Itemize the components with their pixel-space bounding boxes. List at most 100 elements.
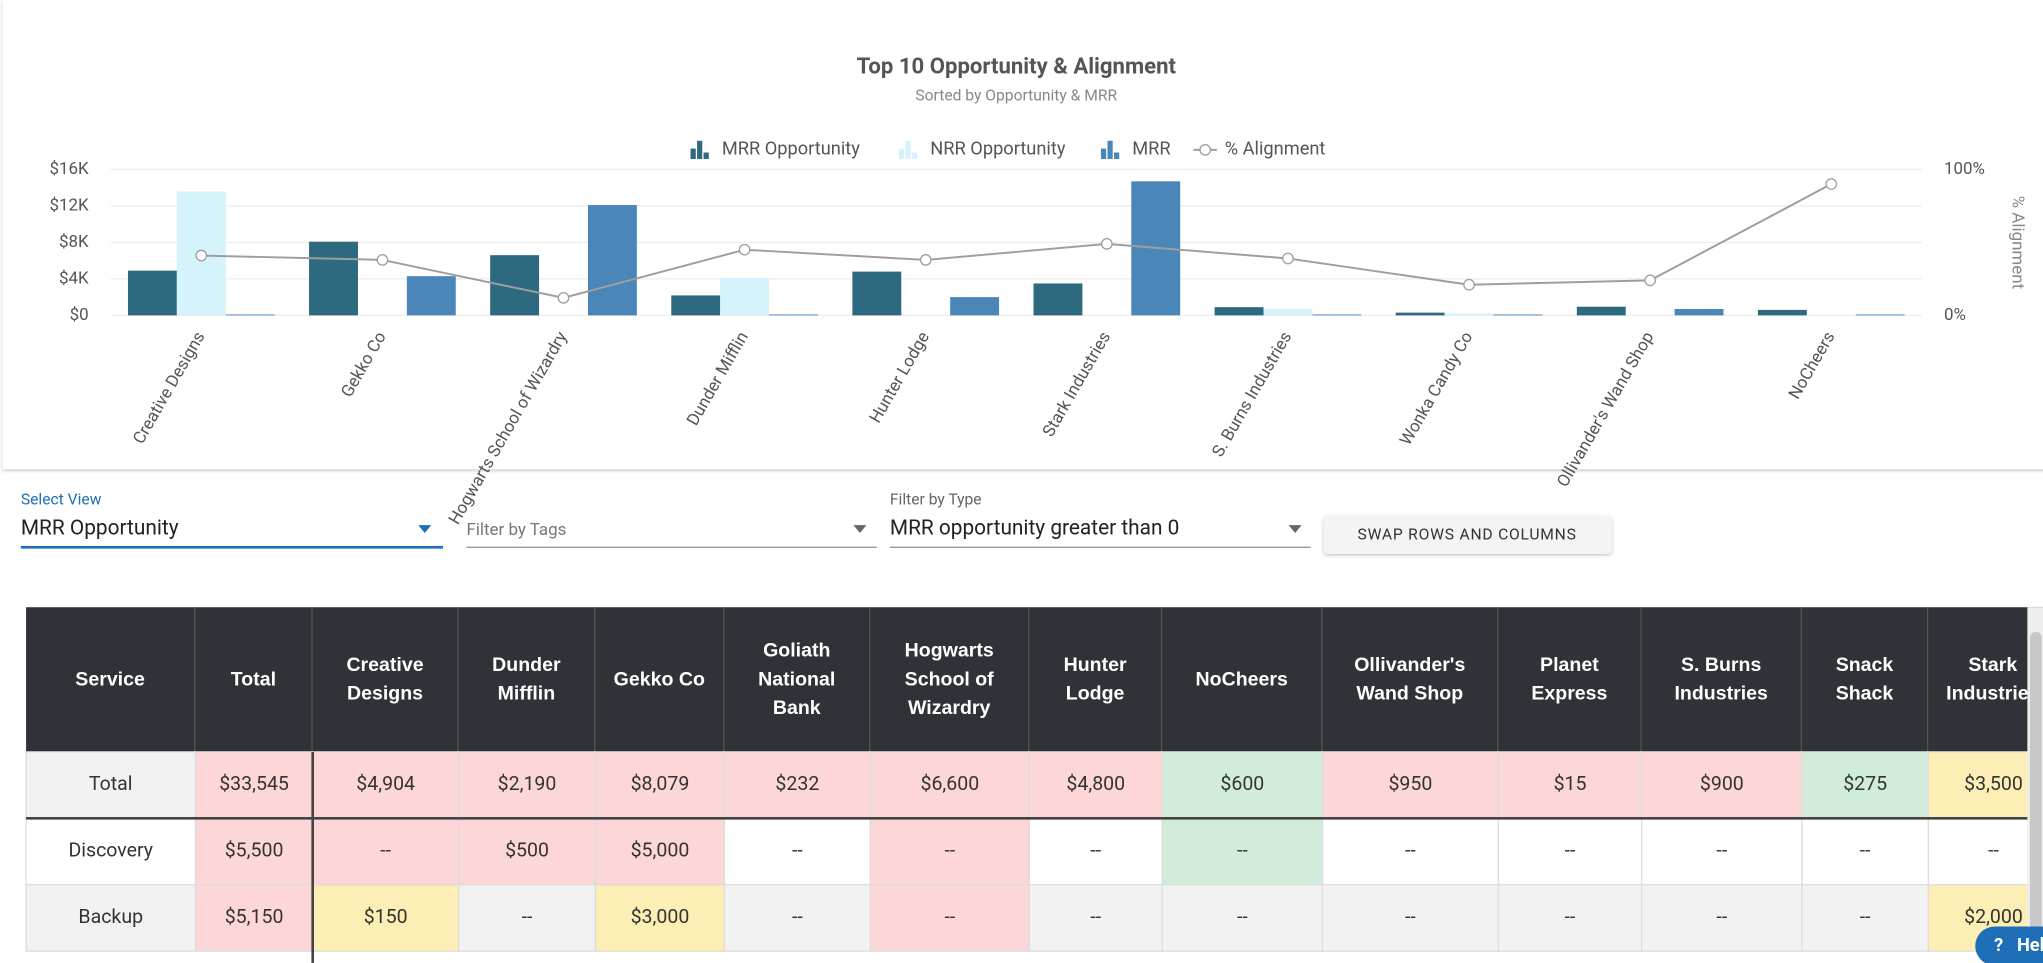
legend-marker xyxy=(1199,144,1212,156)
table-cell xyxy=(312,817,460,886)
header-cell[interactable]: Creative Designs xyxy=(313,607,459,752)
table-cell xyxy=(1641,817,1803,886)
table-cell xyxy=(594,817,726,886)
header-cell[interactable]: Dunder Mifflin xyxy=(459,607,596,752)
cell-text: -- xyxy=(1405,839,1416,862)
table-cell xyxy=(194,817,314,886)
legend-swatch xyxy=(1114,152,1120,160)
y-tick-label: $4K xyxy=(59,268,89,288)
scrollbar-thumb[interactable] xyxy=(2029,631,2042,932)
cell-text: $8,079 xyxy=(631,772,690,795)
chart-subtitle: Sorted by Opportunity & MRR xyxy=(915,86,1117,105)
bar xyxy=(671,295,721,316)
table-cell xyxy=(25,884,197,952)
chart-title: Top 10 Opportunity & Alignment xyxy=(857,54,1177,80)
dropdown-arrow[interactable] xyxy=(853,525,867,533)
header-cell-box: Total xyxy=(195,607,313,752)
chart-card xyxy=(2,0,2043,470)
type-filter-value[interactable]: MRR opportunity greater than 0 xyxy=(890,517,1179,541)
cell-text: -- xyxy=(792,839,803,862)
line-marker xyxy=(1644,274,1657,287)
bar xyxy=(1493,314,1543,316)
header-cell[interactable]: Hunter Lodge xyxy=(1029,607,1163,752)
line-marker xyxy=(1282,252,1294,265)
table-cell xyxy=(1028,884,1163,952)
bar xyxy=(720,277,770,316)
header-cell[interactable]: Hogwarts School of Wizardry xyxy=(870,607,1030,752)
swap-button[interactable] xyxy=(1323,516,1612,554)
y2-axis-label: % Alignment xyxy=(2007,196,2027,289)
header-cell[interactable]: Goliath National Bank xyxy=(724,607,871,752)
bar xyxy=(769,314,818,316)
help-button[interactable] xyxy=(1975,926,2043,963)
cell-text: -- xyxy=(1988,839,1999,862)
cell-text: $150 xyxy=(364,905,408,928)
cell-text: $275 xyxy=(1843,772,1887,795)
table-cell xyxy=(1801,751,1929,819)
cell-text: $6,600 xyxy=(920,772,979,795)
bar xyxy=(950,297,1000,316)
bar xyxy=(1395,312,1445,316)
bar xyxy=(1444,313,1494,316)
header-cell[interactable]: Gekko Co xyxy=(595,607,725,752)
header-cell[interactable]: S. Burns Industries xyxy=(1642,607,1802,752)
help-label[interactable]: Help xyxy=(2017,935,2043,956)
y-tick-label: $16K xyxy=(49,159,89,179)
line-marker xyxy=(1825,178,1838,190)
tags-filter[interactable]: Filter by Tags xyxy=(466,520,566,540)
y-tick-label: $8K xyxy=(59,232,89,252)
table-cell xyxy=(457,884,597,952)
table-cell xyxy=(594,884,726,952)
legend-swatch xyxy=(899,148,905,160)
cell-text: $33,545 xyxy=(219,772,289,795)
table-cell xyxy=(1161,884,1324,952)
select-view-value[interactable]: MRR Opportunity xyxy=(21,517,179,541)
header-cell[interactable]: NoCheers xyxy=(1162,607,1323,752)
header-cell-box: Ollivander's Wand Shop xyxy=(1322,607,1499,752)
header-cell[interactable]: Stark Industries xyxy=(1928,607,2043,752)
table-cell xyxy=(594,751,726,819)
header-cell[interactable]: Ollivander's Wand Shop xyxy=(1322,607,1499,752)
bar xyxy=(127,270,177,316)
bar xyxy=(1312,314,1362,316)
cell-text: -- xyxy=(792,905,803,928)
table-cell xyxy=(1497,817,1643,886)
header-cell[interactable]: Service xyxy=(26,607,196,752)
bar xyxy=(406,276,456,316)
bar xyxy=(1214,307,1264,316)
legend-swatch xyxy=(1100,148,1107,160)
dropdown-arrow[interactable] xyxy=(1288,525,1302,533)
header-cell-box: NoCheers xyxy=(1162,607,1323,752)
header-cell-box: Snack Shack xyxy=(1802,607,1929,752)
table-cell xyxy=(194,884,314,952)
cell-text: Discovery xyxy=(68,839,153,862)
header-cell-box: Gekko Co xyxy=(595,607,725,752)
cell-text: -- xyxy=(522,905,533,928)
bar xyxy=(1855,314,1905,316)
cell-text: -- xyxy=(1405,905,1416,928)
line-marker xyxy=(1463,278,1475,291)
cell-text: $5,150 xyxy=(225,905,284,928)
table-cell xyxy=(1801,884,1929,952)
swap-button-label[interactable]: SWAP ROWS AND COLUMNS xyxy=(1358,525,1577,544)
header-cell[interactable]: Total xyxy=(195,607,313,752)
legend-swatch xyxy=(912,152,918,160)
legend-label: MRR xyxy=(1132,139,1170,160)
bar xyxy=(1757,309,1807,316)
cell-text: -- xyxy=(1565,905,1576,928)
header-cell-box: Service xyxy=(26,607,196,752)
header-cell-box: S. Burns Industries xyxy=(1642,607,1802,752)
dropdown-arrow[interactable] xyxy=(418,525,432,533)
y2-tick-label: 100% xyxy=(1944,159,1985,179)
help-icon[interactable]: ? xyxy=(1994,935,2003,956)
cell-text: -- xyxy=(380,839,391,862)
line-marker xyxy=(1100,238,1113,250)
bar xyxy=(1033,283,1083,316)
legend-swatch xyxy=(905,140,911,160)
y-tick-label: $0 xyxy=(70,305,89,325)
header-cell[interactable]: Snack Shack xyxy=(1802,607,1929,752)
table-cell xyxy=(1641,751,1803,819)
header-cell[interactable]: Planet Express xyxy=(1498,607,1642,752)
cell-text: -- xyxy=(944,839,955,862)
